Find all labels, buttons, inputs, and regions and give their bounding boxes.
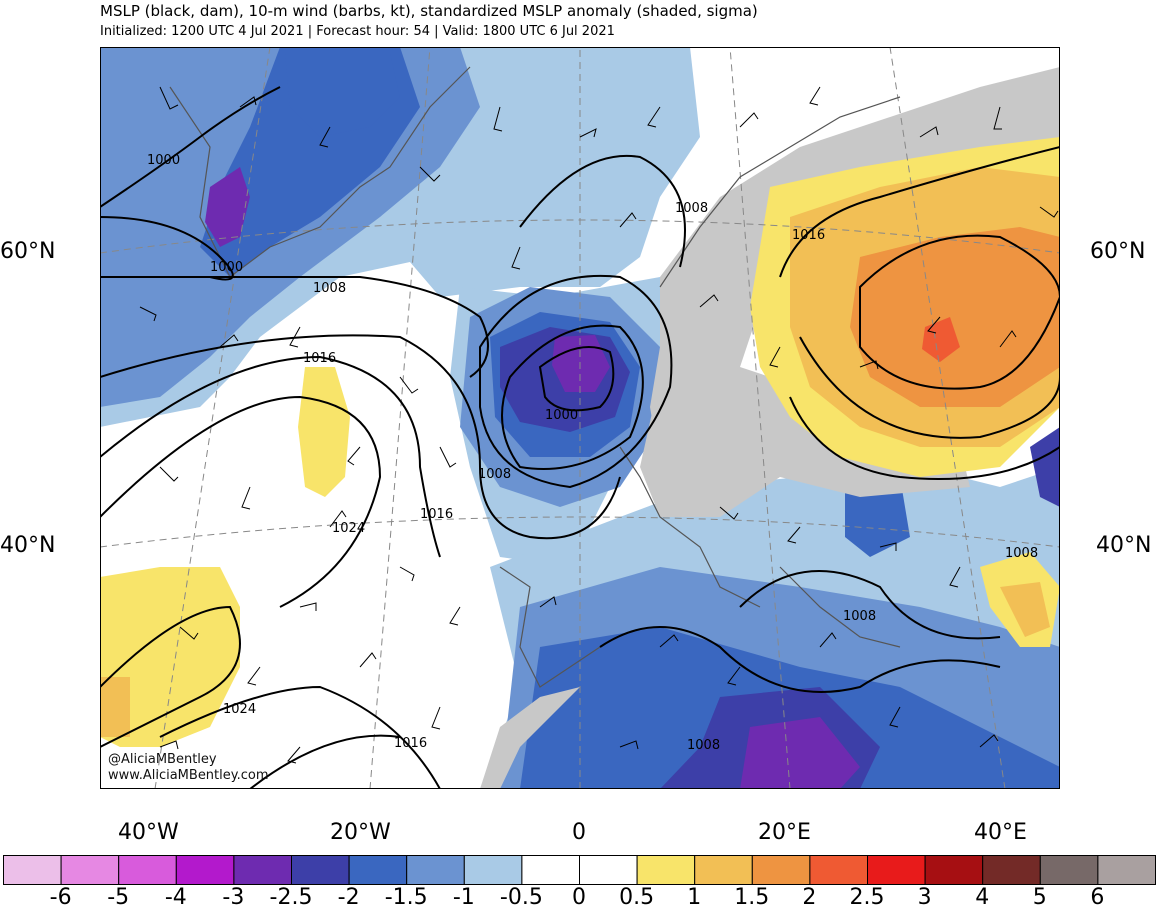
isobar-label: 1008 [478,467,511,482]
isobar-label: 1008 [313,281,346,296]
map-canvas: 1000 1000 1008 1016 1000 1008 1016 1024 … [100,47,1060,789]
colorbar-swatches [3,855,1157,885]
colorbar-swatch [809,855,869,885]
colorbar-label: -5 [107,885,130,910]
colorbar-label: 2.5 [849,885,885,910]
isobar-label: 1016 [303,351,336,366]
colorbar-label: -1 [452,885,475,910]
lat-label-60n-right: 60°N [1090,239,1146,264]
colorbar-label: 1 [687,885,702,910]
isobar-label: 1008 [687,738,720,753]
colorbar-label: -0.5 [499,885,543,910]
colorbar-swatch [982,855,1041,885]
colorbar-swatch [463,855,523,885]
wind-barbs [139,86,1059,764]
colorbar-swatch [291,855,350,885]
colorbar-swatch [867,855,926,885]
isobar-label: 1008 [843,609,876,624]
colorbar-label: -4 [164,885,187,910]
colorbar-swatch [3,855,62,885]
colorbar-label: 3 [917,885,932,910]
colorbar-swatch [636,855,696,885]
isobar-label: 1008 [1005,546,1038,561]
colorbar-label: -6 [49,885,72,910]
isobar-label: 1024 [332,521,365,536]
colorbar-label: 0.5 [619,885,655,910]
colorbar-swatch [924,855,984,885]
colorbar-swatch [60,855,120,885]
map-title: MSLP (black, dam), 10-m wind (barbs, kt)… [100,2,758,20]
isobar-label: 1000 [147,153,180,168]
isobar-label: 1008 [675,201,708,216]
colorbar-label: -1.5 [384,885,428,910]
colorbar-swatch [233,855,292,885]
isobar-label: 1000 [545,408,578,423]
anomaly-colorbar [3,855,1158,889]
coastlines [169,66,901,688]
colorbar-swatch [348,855,408,885]
lat-label-40n-left: 40°N [0,533,56,558]
colorbar-swatch [1039,855,1099,885]
colorbar-label: 0 [572,885,586,910]
lon-label-20e: 20°E [758,820,811,845]
colorbar-swatch [521,855,581,885]
isobar-label: 1000 [210,260,243,275]
colorbar-swatch [175,855,235,885]
isobars [100,86,1060,789]
colorbar-swatch [751,855,811,885]
colorbar-label: 2 [802,885,817,910]
isobar-labels: 1000 1000 1008 1016 1000 1008 1016 1024 … [147,153,1038,753]
map-frame [100,47,1060,789]
colorbar-label: -2.5 [269,885,313,910]
colorbar-swatch [694,855,753,885]
lat-label-40n-right: 40°N [1096,533,1152,558]
credit-site: www.AliciaMBentley.com [108,768,269,783]
lat-label-60n-left: 60°N [0,239,56,264]
colorbar-swatch [118,855,177,885]
lon-label-20w: 20°W [330,820,391,845]
isobar-label: 1016 [394,736,427,751]
colorbar-label: 5 [1032,885,1047,910]
map-subtitle: Initialized: 1200 UTC 4 Jul 2021 | Forec… [100,24,615,39]
isobar-label: 1016 [792,228,825,243]
colorbar-label: 1.5 [734,885,770,910]
colorbar-label: -3 [222,885,245,910]
colorbar-swatch [406,855,465,885]
credit-handle: @AliciaMBentley [108,752,217,767]
colorbar-label: -2 [337,885,360,910]
isobar-label: 1024 [223,702,256,717]
colorbar-swatch [579,855,638,885]
weather-map: 1000 1000 1008 1016 1000 1008 1016 1024 … [100,47,1060,789]
lon-label-40w: 40°W [118,820,179,845]
lon-label-40e: 40°E [974,820,1027,845]
colorbar-swatch [1097,855,1157,885]
lon-label-0: 0 [572,820,586,845]
isobar-label: 1016 [420,507,453,522]
colorbar-label: 4 [975,885,990,910]
colorbar-label: 6 [1090,885,1105,910]
graticule [100,47,1060,789]
